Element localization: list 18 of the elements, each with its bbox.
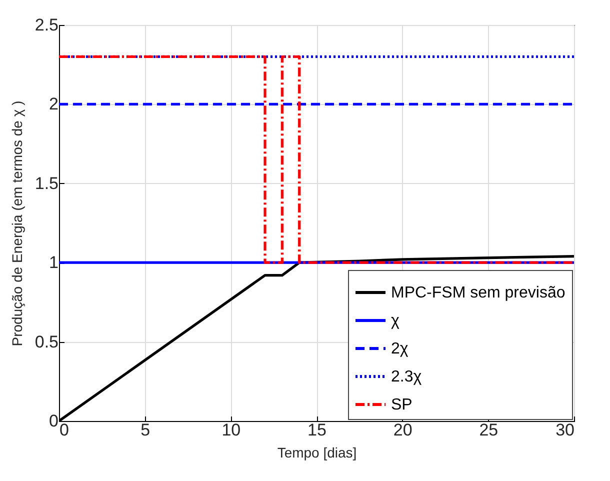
- x-tick-label: 30: [556, 420, 574, 440]
- x-tick-label: 5: [140, 420, 150, 440]
- legend-label: 2.3χ: [391, 368, 422, 386]
- legend-label: 2χ: [391, 340, 409, 358]
- x-tick-label: 25: [479, 420, 498, 440]
- x-axis-title: Tempo [dias]: [277, 444, 357, 460]
- y-axis-title: Produção de Energia (em termos de χ ): [8, 100, 25, 346]
- y-tick-label: 2.5: [34, 16, 58, 34]
- y-tick-label: 1: [49, 253, 58, 272]
- x-tick-label: 15: [308, 420, 326, 440]
- x-tick-label: 20: [393, 420, 412, 440]
- legend-label: χ: [391, 312, 400, 330]
- legend-label: SP: [391, 396, 412, 414]
- y-tick-label: 2: [49, 94, 58, 114]
- y-tick-label: 1.5: [34, 174, 58, 193]
- legend-label: MPC-FSM sem previsão: [391, 284, 566, 302]
- y-tick-label: 0.5: [34, 332, 58, 352]
- x-tick-label: 10: [222, 420, 241, 440]
